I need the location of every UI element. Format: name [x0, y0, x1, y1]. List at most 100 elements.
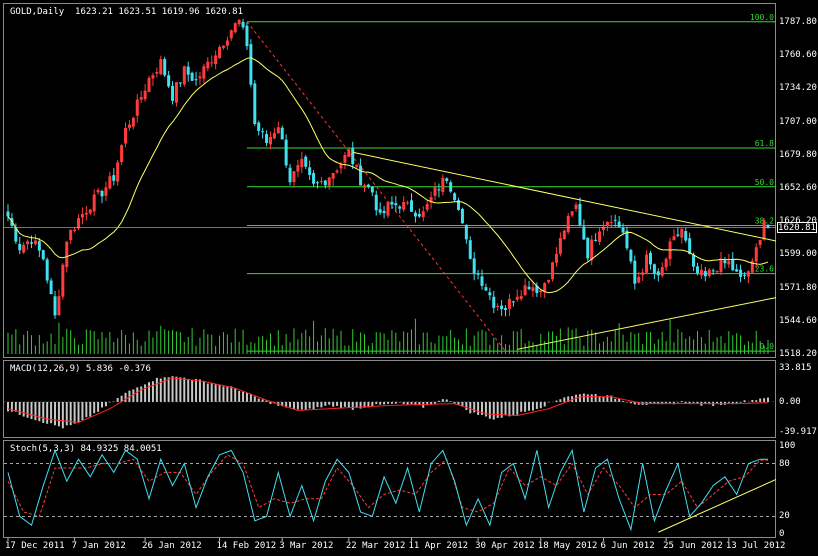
candle-body — [229, 30, 233, 39]
candle-body — [49, 280, 53, 295]
candle-body — [562, 230, 566, 240]
candle-body — [284, 139, 288, 166]
candle-body — [488, 292, 492, 296]
candle-body — [127, 124, 131, 128]
candle-body — [198, 76, 202, 79]
candle-body — [37, 241, 41, 251]
candle-body — [308, 167, 312, 175]
candle-body — [155, 71, 159, 74]
candle-body — [233, 23, 237, 33]
candle-body — [202, 66, 206, 79]
candle-body — [699, 269, 703, 276]
candle-body — [147, 77, 151, 92]
candle-body — [645, 254, 649, 273]
macd-tick-label: 0.00 — [779, 396, 801, 407]
time-tick-label: 26 Jan 2012 — [142, 541, 202, 551]
stoch-trendline — [658, 478, 777, 533]
candle-body — [433, 187, 437, 196]
price-tick-label: 1760.60 — [779, 50, 817, 61]
candle-body — [359, 165, 363, 186]
candle-body — [531, 287, 535, 292]
candle-body — [594, 239, 598, 241]
candle-body — [135, 99, 139, 116]
candle-body — [315, 182, 319, 184]
candle-body — [558, 238, 562, 254]
candle-body — [100, 190, 104, 197]
candle-body — [656, 271, 660, 276]
candle-body — [92, 194, 96, 212]
candle-body — [735, 269, 739, 272]
candle-body — [688, 238, 692, 254]
candle-body — [257, 122, 261, 131]
candle-body — [151, 75, 155, 79]
candle-body — [382, 210, 386, 214]
candle-body — [719, 258, 723, 272]
candle-body — [174, 82, 178, 103]
candle-body — [116, 162, 120, 182]
candle-body — [578, 203, 582, 225]
candle-body — [45, 259, 49, 281]
candle-body — [464, 224, 468, 240]
candle-body — [472, 258, 476, 274]
candle-body — [241, 21, 245, 28]
candle-body — [515, 296, 519, 300]
candle-body — [288, 167, 292, 183]
candle-body — [194, 79, 198, 81]
candle-body — [374, 194, 378, 211]
candle-body — [57, 296, 61, 316]
candle-body — [96, 190, 100, 193]
candle-body — [684, 231, 688, 241]
macd-title: MACD(12,26,9) 5.836 -0.376 — [10, 364, 151, 374]
candle-body — [84, 212, 88, 215]
candle-body — [637, 276, 641, 283]
candle-body — [641, 272, 645, 276]
time-tick-label: 17 Dec 2011 — [5, 541, 65, 551]
time-tick-label: 30 Apr 2012 — [475, 541, 535, 551]
price-tick-label: 1626.20 — [779, 216, 817, 226]
candle-body — [159, 59, 163, 75]
candle-body — [766, 224, 770, 228]
candle-body — [453, 193, 457, 201]
candle-body — [758, 239, 762, 245]
macd-pane: MACD(12,26,9) 5.836 -0.376 — [3, 360, 776, 438]
time-tick-label: 22 Mar 2012 — [345, 541, 406, 551]
candle-body — [554, 253, 558, 263]
ascending-trendline — [517, 297, 777, 350]
price-tick-label: 1599.00 — [779, 249, 817, 260]
candle-body — [410, 200, 414, 212]
candle-body — [406, 202, 410, 204]
candle-body — [390, 201, 394, 205]
candle-body — [124, 128, 128, 144]
candle-body — [386, 201, 390, 216]
candle-body — [296, 165, 300, 172]
candle-body — [711, 270, 715, 272]
candle-body — [437, 189, 441, 191]
stochastic-axis: 100 80 20 0 — [777, 440, 818, 539]
candle-body — [707, 269, 711, 277]
stoch-k-line — [7, 448, 768, 532]
macd-axis: 33.815 0.00 -39.917 — [777, 360, 818, 438]
macd-tick-label: 33.815 — [779, 363, 812, 373]
candle-body — [6, 211, 10, 217]
time-tick-label: 11 Apr 2012 — [408, 541, 469, 551]
candle-body — [441, 177, 445, 192]
candle-body — [261, 131, 265, 133]
stochastic-pane: Stoch(5,3,3) 84.9325 84.0051 — [3, 440, 776, 538]
candle-body — [80, 214, 84, 218]
candle-body — [484, 287, 488, 291]
time-tick-label: 25 Jun 2012 — [663, 541, 723, 551]
ohlc-header: 1623.21 1623.51 1619.96 1620.81 — [75, 7, 244, 17]
time-tick-label: 14 Feb 2012 — [216, 541, 277, 551]
candle-body — [625, 230, 629, 249]
macd-signal-line — [7, 377, 769, 423]
candle-body — [351, 148, 355, 165]
fib-label-61.8: 61.8 — [755, 139, 774, 148]
candle-body — [742, 274, 746, 276]
candle-body — [547, 279, 551, 283]
candle-body — [715, 270, 719, 273]
candle-body — [621, 227, 625, 233]
fib-label-100.0: 100.0 — [750, 13, 774, 22]
descending-trendline — [352, 151, 777, 242]
macd-tick-label: -39.917 — [779, 427, 817, 437]
candle-body — [692, 254, 696, 267]
